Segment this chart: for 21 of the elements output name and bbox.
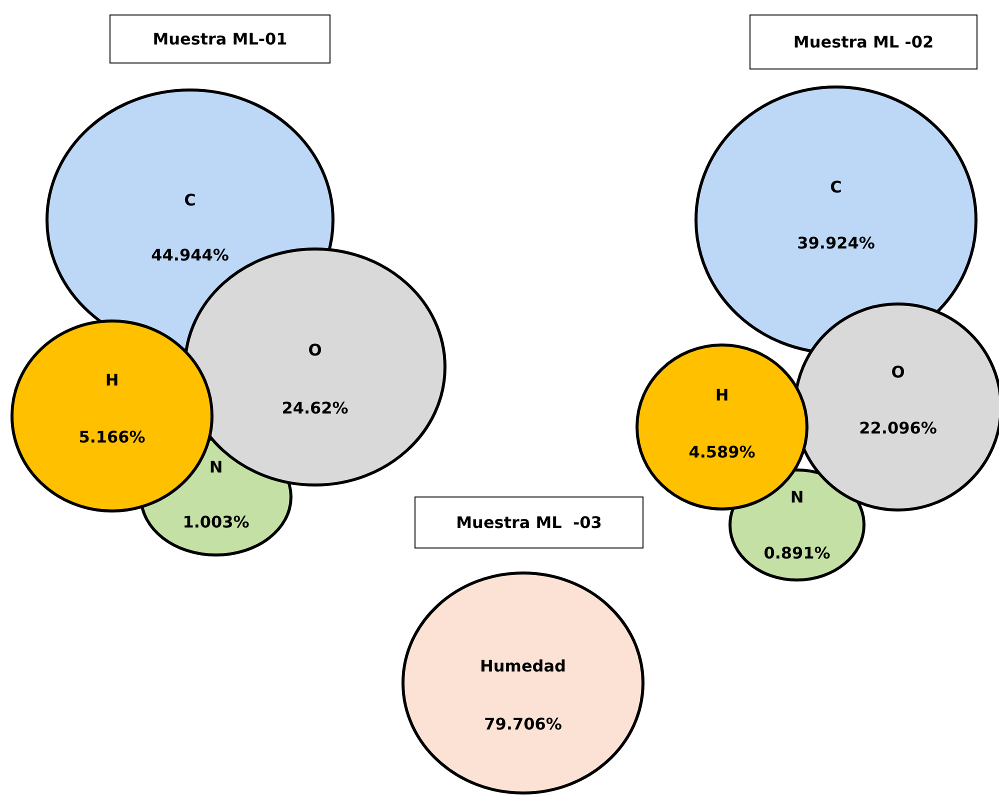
text: Muestra ML-01 [152,30,288,48]
category-label: N [209,458,223,476]
data-label: 39.924% [797,234,875,252]
category-label: H [715,386,729,404]
category-label: N [790,488,804,506]
data-label: 5.166% [78,428,146,446]
category-label: C [184,190,196,210]
category-label: O [308,340,322,360]
data-label: 0.891% [764,544,830,562]
category-label: C [830,178,842,196]
category-label: O [891,362,905,382]
data-label: 24.62% [282,398,348,418]
text: Muestra ML -03 [456,513,602,532]
category-label: Humedad [480,656,566,676]
data-label: 22.096% [859,418,937,438]
category-label: H [105,370,119,390]
data-label: 79.706% [484,714,562,734]
data-label: 1.003% [182,512,250,532]
data-label: 44.944% [151,246,229,264]
data-label: 4.589% [688,442,756,462]
text: Muestra ML -02 [793,32,934,52]
